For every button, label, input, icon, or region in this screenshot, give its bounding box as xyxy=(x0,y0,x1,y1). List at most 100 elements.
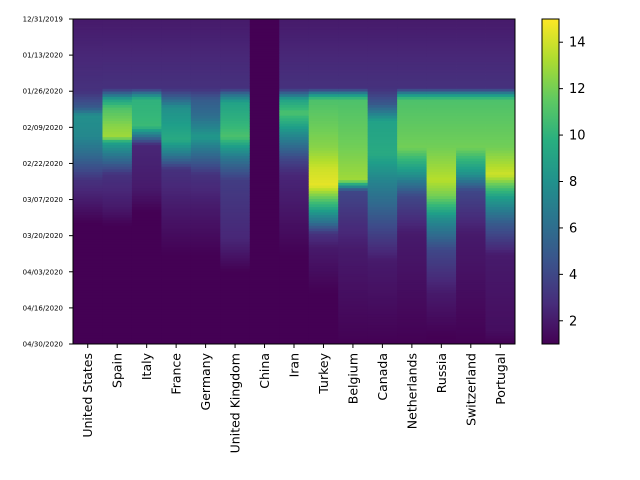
heat-cell xyxy=(456,335,486,340)
heat-cell xyxy=(308,295,339,299)
heat-cell xyxy=(456,309,486,313)
x-tick-label: Spain xyxy=(110,353,125,388)
heat-cell xyxy=(102,236,133,240)
heat-cell xyxy=(367,193,398,197)
heat-cell xyxy=(131,180,162,184)
heat-cell xyxy=(161,27,192,31)
heat-cell xyxy=(102,266,133,270)
heat-cell xyxy=(426,319,457,323)
heat-cell xyxy=(367,75,398,79)
heat-cell xyxy=(102,118,133,122)
heat-cell xyxy=(249,290,280,294)
heat-cell xyxy=(426,233,457,237)
heat-cell xyxy=(279,61,310,66)
heat-cell xyxy=(73,215,103,219)
heat-cell xyxy=(338,61,369,66)
heat-cell xyxy=(426,244,457,248)
heat-cell xyxy=(397,110,427,114)
heat-cell xyxy=(485,239,516,243)
heat-cell xyxy=(279,45,310,49)
heat-cell xyxy=(308,284,339,288)
heat-cell xyxy=(220,255,251,259)
heat-cell xyxy=(220,96,251,100)
heat-cell xyxy=(485,260,516,264)
heat-cell xyxy=(397,207,427,211)
heat-cell xyxy=(279,266,310,270)
heat-cell xyxy=(456,123,486,127)
heat-cell xyxy=(190,158,221,162)
heat-cell xyxy=(102,37,133,41)
heat-cell xyxy=(220,335,251,340)
heat-cell xyxy=(308,118,339,122)
heat-cell xyxy=(456,35,486,39)
heat-cell xyxy=(190,212,221,216)
heat-cell xyxy=(397,314,427,318)
heat-cell xyxy=(279,107,310,111)
heat-cell xyxy=(456,185,486,189)
heat-cell xyxy=(190,139,221,143)
heat-cell xyxy=(367,215,398,219)
heat-cell xyxy=(456,40,486,44)
heat-cell xyxy=(249,37,280,41)
heat-cell xyxy=(338,207,369,211)
heat-cell xyxy=(73,306,103,310)
heat-cell xyxy=(249,309,280,313)
heat-cell xyxy=(397,32,427,36)
heat-cell xyxy=(102,27,133,31)
heat-cell xyxy=(308,279,339,283)
heat-cell xyxy=(220,29,251,33)
heat-cell xyxy=(426,107,457,111)
heat-cell xyxy=(367,258,398,262)
heat-cell xyxy=(131,172,162,176)
heat-cell xyxy=(190,220,221,224)
heat-cell xyxy=(485,282,516,286)
heat-cell xyxy=(426,204,457,208)
heat-cell xyxy=(73,311,103,315)
heat-cell xyxy=(456,333,486,337)
heat-cell xyxy=(456,292,486,297)
heat-cell xyxy=(279,147,310,152)
heat-cell xyxy=(279,129,310,133)
heat-cell xyxy=(190,338,221,342)
heat-cell xyxy=(190,147,221,152)
x-tick-label: United Kingdom xyxy=(228,353,243,453)
heat-cell xyxy=(308,255,339,259)
heat-cell xyxy=(367,166,398,170)
heat-cell xyxy=(190,126,221,130)
heat-cell xyxy=(456,204,486,208)
heat-cell xyxy=(249,282,280,286)
heat-cell xyxy=(397,40,427,44)
heat-cell xyxy=(73,236,103,240)
heat-cell xyxy=(308,217,339,221)
heat-cell xyxy=(131,174,162,178)
heat-cell xyxy=(190,91,221,95)
heat-cell xyxy=(279,244,310,248)
heat-cell xyxy=(485,166,516,170)
heat-cell xyxy=(308,249,339,254)
heat-cell xyxy=(220,260,251,264)
heat-cell xyxy=(190,67,221,71)
heat-cell xyxy=(338,231,369,235)
heat-cell xyxy=(102,64,133,68)
heat-cell xyxy=(397,164,427,168)
heat-cell xyxy=(308,309,339,313)
heat-cell xyxy=(73,147,103,152)
heat-cell xyxy=(249,126,280,130)
heat-cell xyxy=(367,169,398,173)
heat-cell xyxy=(131,166,162,170)
heat-cell xyxy=(397,118,427,122)
heat-cell xyxy=(102,244,133,248)
heat-cell xyxy=(308,292,339,297)
heat-cell xyxy=(338,75,369,79)
heat-cell xyxy=(102,292,133,297)
heat-cell xyxy=(190,64,221,68)
heat-cell xyxy=(190,252,221,256)
heat-cell xyxy=(308,72,339,76)
heat-cell xyxy=(73,43,103,47)
heat-cell xyxy=(397,306,427,310)
heat-cell xyxy=(249,161,280,165)
heat-cell xyxy=(102,126,133,130)
heat-cell xyxy=(249,164,280,168)
colorbar-tick-label: 6 xyxy=(569,221,577,236)
